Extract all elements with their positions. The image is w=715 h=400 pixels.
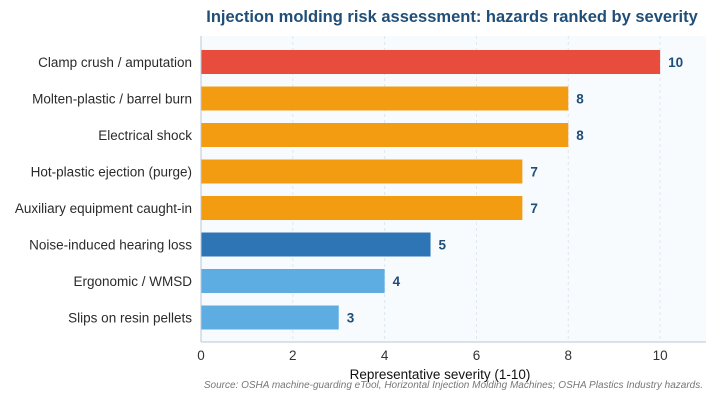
plot-area bbox=[201, 36, 706, 342]
x-tick-label-0: 0 bbox=[197, 348, 205, 363]
bar-1 bbox=[201, 50, 661, 74]
value-label-3: 8 bbox=[576, 128, 584, 143]
x-tick-label-8: 8 bbox=[565, 348, 573, 363]
category-label-1: Clamp crush / amputation bbox=[38, 55, 192, 70]
x-tick-label-4: 4 bbox=[381, 348, 389, 363]
bar-5 bbox=[201, 196, 523, 220]
category-label-3: Electrical shock bbox=[98, 128, 192, 143]
category-label-2: Molten-plastic / barrel burn bbox=[32, 92, 192, 107]
bars bbox=[201, 50, 661, 330]
x-tick-label-6: 6 bbox=[473, 348, 481, 363]
bar-7 bbox=[201, 269, 385, 293]
category-label-5: Auxiliary equipment caught-in bbox=[15, 201, 192, 216]
bar-4 bbox=[201, 159, 523, 184]
bar-8 bbox=[201, 305, 339, 330]
category-labels: Clamp crush / amputation Molten-plastic /… bbox=[15, 55, 192, 326]
bar-6 bbox=[201, 232, 431, 257]
value-label-1: 10 bbox=[668, 55, 683, 70]
value-label-6: 5 bbox=[439, 238, 447, 253]
bar-2 bbox=[201, 86, 569, 111]
bar-3 bbox=[201, 123, 569, 147]
value-label-2: 8 bbox=[576, 92, 584, 107]
category-label-4: Hot-plastic ejection (purge) bbox=[31, 165, 192, 180]
x-tick-label-2: 2 bbox=[289, 348, 297, 363]
value-label-8: 3 bbox=[347, 311, 355, 326]
x-tick-label-10: 10 bbox=[653, 348, 668, 363]
x-axis-ticks: 0 2 4 6 8 10 bbox=[197, 348, 667, 363]
chart-title: Injection molding risk assessment: hazar… bbox=[206, 8, 698, 26]
category-label-6: Noise-induced hearing loss bbox=[29, 238, 192, 253]
source-note: Source: OSHA machine-guarding eTool, Hor… bbox=[204, 380, 703, 391]
value-label-7: 4 bbox=[393, 274, 401, 289]
value-label-4: 7 bbox=[530, 165, 538, 180]
value-label-5: 7 bbox=[530, 201, 538, 216]
category-label-8: Slips on resin pellets bbox=[68, 311, 192, 326]
category-label-7: Ergonomic / WMSD bbox=[73, 274, 192, 289]
x-axis-label: Representative severity (1-10) bbox=[350, 367, 531, 382]
value-labels: 10 8 8 7 7 5 4 3 bbox=[347, 55, 683, 326]
